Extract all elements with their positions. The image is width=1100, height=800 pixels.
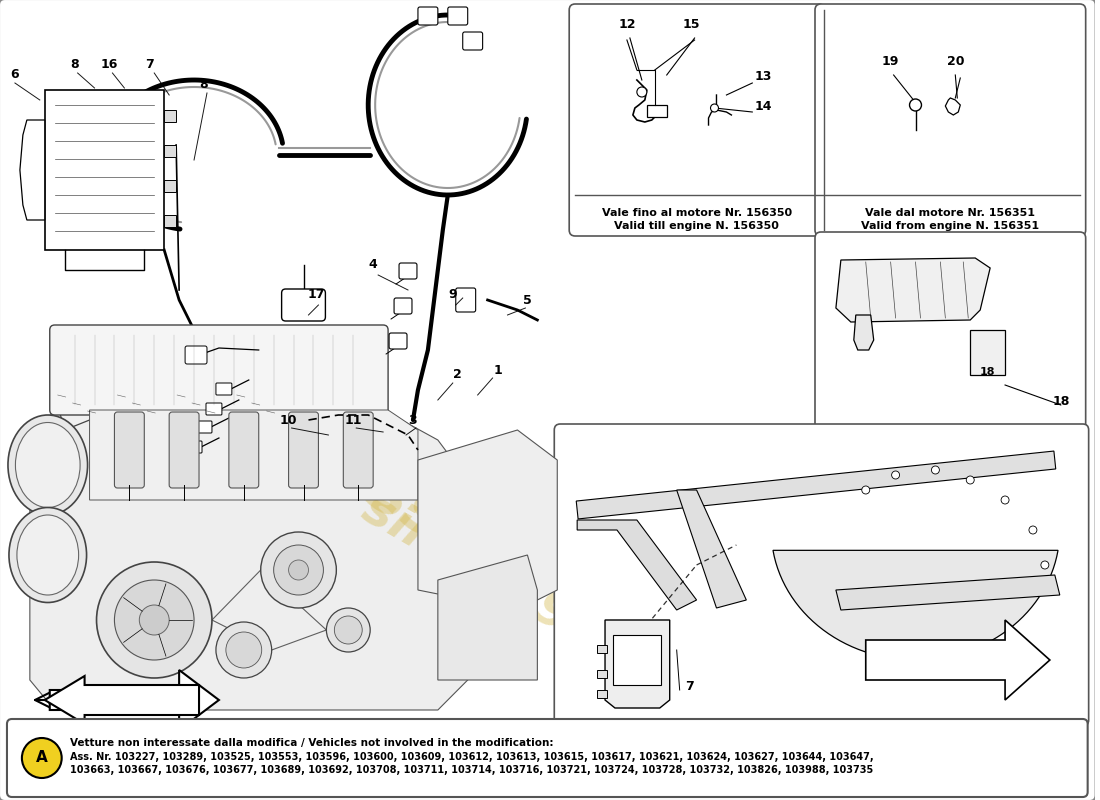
Circle shape	[1001, 496, 1009, 504]
Circle shape	[216, 622, 272, 678]
FancyBboxPatch shape	[186, 441, 202, 453]
Bar	[164, 110, 176, 122]
Polygon shape	[234, 375, 294, 430]
Text: Vale fino al motore Nr. 156350: Vale fino al motore Nr. 156350	[602, 208, 792, 218]
FancyBboxPatch shape	[569, 4, 825, 236]
Polygon shape	[945, 98, 960, 115]
Bar	[597, 645, 607, 653]
Text: 5: 5	[522, 294, 531, 306]
Text: 17: 17	[308, 289, 326, 302]
Text: 10: 10	[279, 414, 297, 426]
Bar	[597, 690, 607, 698]
Text: 3: 3	[409, 414, 417, 426]
Polygon shape	[174, 375, 234, 430]
Circle shape	[711, 104, 718, 112]
Circle shape	[97, 562, 212, 678]
FancyBboxPatch shape	[229, 412, 258, 488]
Polygon shape	[89, 410, 418, 500]
Circle shape	[637, 87, 647, 97]
Bar	[45, 90, 164, 250]
Circle shape	[1041, 561, 1048, 569]
FancyBboxPatch shape	[196, 421, 212, 433]
Text: 9: 9	[449, 289, 458, 302]
FancyBboxPatch shape	[343, 412, 373, 488]
Polygon shape	[55, 375, 114, 430]
Text: A: A	[36, 750, 47, 766]
Text: passion: passion	[277, 410, 559, 610]
Circle shape	[334, 616, 362, 644]
FancyBboxPatch shape	[169, 412, 199, 488]
FancyBboxPatch shape	[399, 263, 417, 279]
Circle shape	[22, 738, 62, 778]
Text: 8: 8	[70, 58, 79, 71]
Polygon shape	[605, 620, 670, 708]
Bar	[164, 180, 176, 192]
Bar	[970, 330, 1005, 375]
Polygon shape	[578, 520, 696, 610]
Circle shape	[1028, 526, 1037, 534]
Bar	[597, 670, 607, 678]
FancyBboxPatch shape	[114, 412, 144, 488]
Text: Ass. Nr. 103227, 103289, 103525, 103553, 103596, 103600, 103609, 103612, 103613,: Ass. Nr. 103227, 103289, 103525, 103553,…	[69, 752, 873, 762]
Text: Vetture non interessate dalla modifica / Vehicles not involved in the modificati: Vetture non interessate dalla modifica /…	[69, 738, 553, 748]
Text: 6: 6	[11, 69, 19, 82]
Circle shape	[226, 632, 262, 668]
Circle shape	[327, 608, 371, 652]
Polygon shape	[418, 430, 558, 610]
Text: Valid from engine N. 156351: Valid from engine N. 156351	[861, 221, 1040, 231]
FancyArrow shape	[576, 451, 1056, 519]
Text: 7: 7	[145, 58, 154, 71]
FancyBboxPatch shape	[815, 232, 1086, 429]
FancyBboxPatch shape	[418, 7, 438, 25]
FancyBboxPatch shape	[815, 4, 1086, 236]
FancyBboxPatch shape	[554, 424, 1089, 726]
FancyBboxPatch shape	[389, 333, 407, 349]
Polygon shape	[866, 620, 1049, 700]
Text: 12: 12	[618, 18, 636, 31]
Polygon shape	[20, 120, 45, 220]
Text: 16: 16	[101, 58, 118, 71]
Polygon shape	[114, 375, 174, 430]
Text: 2: 2	[453, 369, 462, 382]
Text: Valid till engine N. 156350: Valid till engine N. 156350	[614, 221, 779, 231]
Circle shape	[274, 545, 323, 595]
Text: 14: 14	[755, 100, 772, 113]
Text: 13: 13	[755, 70, 772, 83]
FancyBboxPatch shape	[7, 719, 1088, 797]
Polygon shape	[854, 315, 873, 350]
Text: since 1985: since 1985	[354, 484, 640, 676]
FancyArrow shape	[45, 676, 199, 724]
Bar	[647, 105, 667, 117]
Polygon shape	[836, 575, 1059, 610]
Circle shape	[288, 560, 308, 580]
FancyBboxPatch shape	[394, 298, 412, 314]
FancyBboxPatch shape	[185, 346, 207, 364]
FancyBboxPatch shape	[282, 289, 326, 321]
Text: 7: 7	[684, 680, 693, 693]
FancyBboxPatch shape	[50, 325, 388, 415]
Circle shape	[910, 99, 922, 111]
Text: 103663, 103667, 103676, 103677, 103689, 103692, 103708, 103711, 103714, 103716, : 103663, 103667, 103676, 103677, 103689, …	[69, 765, 873, 775]
Text: 4: 4	[368, 258, 377, 271]
Text: 18: 18	[1052, 395, 1069, 408]
Text: 8: 8	[200, 78, 208, 91]
Circle shape	[861, 486, 870, 494]
FancyBboxPatch shape	[448, 7, 468, 25]
Bar	[164, 145, 176, 157]
Circle shape	[932, 466, 939, 474]
FancyBboxPatch shape	[463, 32, 483, 50]
Text: 18: 18	[979, 367, 994, 377]
FancyBboxPatch shape	[455, 288, 475, 312]
Circle shape	[140, 605, 169, 635]
Polygon shape	[438, 555, 538, 680]
Ellipse shape	[8, 415, 88, 515]
FancyBboxPatch shape	[216, 383, 232, 395]
Text: 19: 19	[882, 55, 900, 68]
Ellipse shape	[16, 515, 78, 595]
Text: 15: 15	[683, 18, 701, 31]
Polygon shape	[50, 670, 219, 730]
Text: 20: 20	[947, 55, 964, 68]
Bar	[164, 215, 176, 227]
Text: 1: 1	[493, 363, 502, 377]
